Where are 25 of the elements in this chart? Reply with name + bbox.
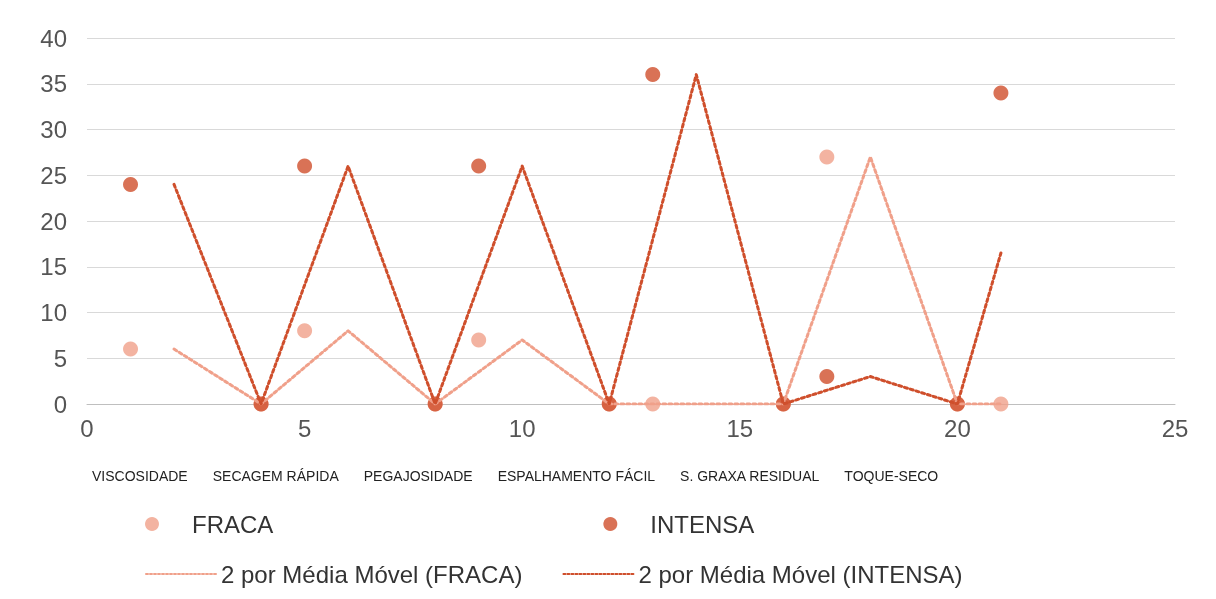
- x-tick-label: 0: [80, 414, 94, 442]
- legend-label: FRACA: [192, 510, 274, 538]
- text: VISCOSIDADE: [92, 468, 188, 484]
- y-tick-label: 10: [40, 299, 67, 326]
- x-tick-label: 25: [1161, 414, 1189, 442]
- text: TOQUE-SECO: [844, 468, 939, 484]
- text: S. GRAXA RESIDUAL: [680, 468, 820, 484]
- y-tick-label: 40: [40, 24, 67, 52]
- y-tick-label: 0: [53, 390, 67, 418]
- x-tick-label: 10: [508, 414, 536, 442]
- y-tick-label: 5: [53, 344, 67, 372]
- y-tick-label: 35: [40, 70, 67, 98]
- y-tick-label: 15: [40, 253, 67, 281]
- y-tick-label: 20: [40, 207, 67, 235]
- x-tick-label: 20: [944, 414, 971, 442]
- x-tick-label: 15: [726, 414, 754, 442]
- y-tick-label: 25: [40, 161, 67, 189]
- x-tick-label: 5: [297, 414, 312, 442]
- text: ESPALHAMENTO FÁCIL: [497, 468, 656, 484]
- legend-label: 2 por Média Móvel (INTENSA): [638, 560, 963, 588]
- legend-label: INTENSA: [650, 510, 755, 538]
- text: SECAGEM RÁPIDA: [212, 468, 339, 484]
- y-tick-label: 30: [40, 116, 67, 143]
- legend-label: 2 por Média Móvel (FRACA): [221, 560, 523, 588]
- text: PEGAJOSIDADE: [363, 468, 473, 484]
